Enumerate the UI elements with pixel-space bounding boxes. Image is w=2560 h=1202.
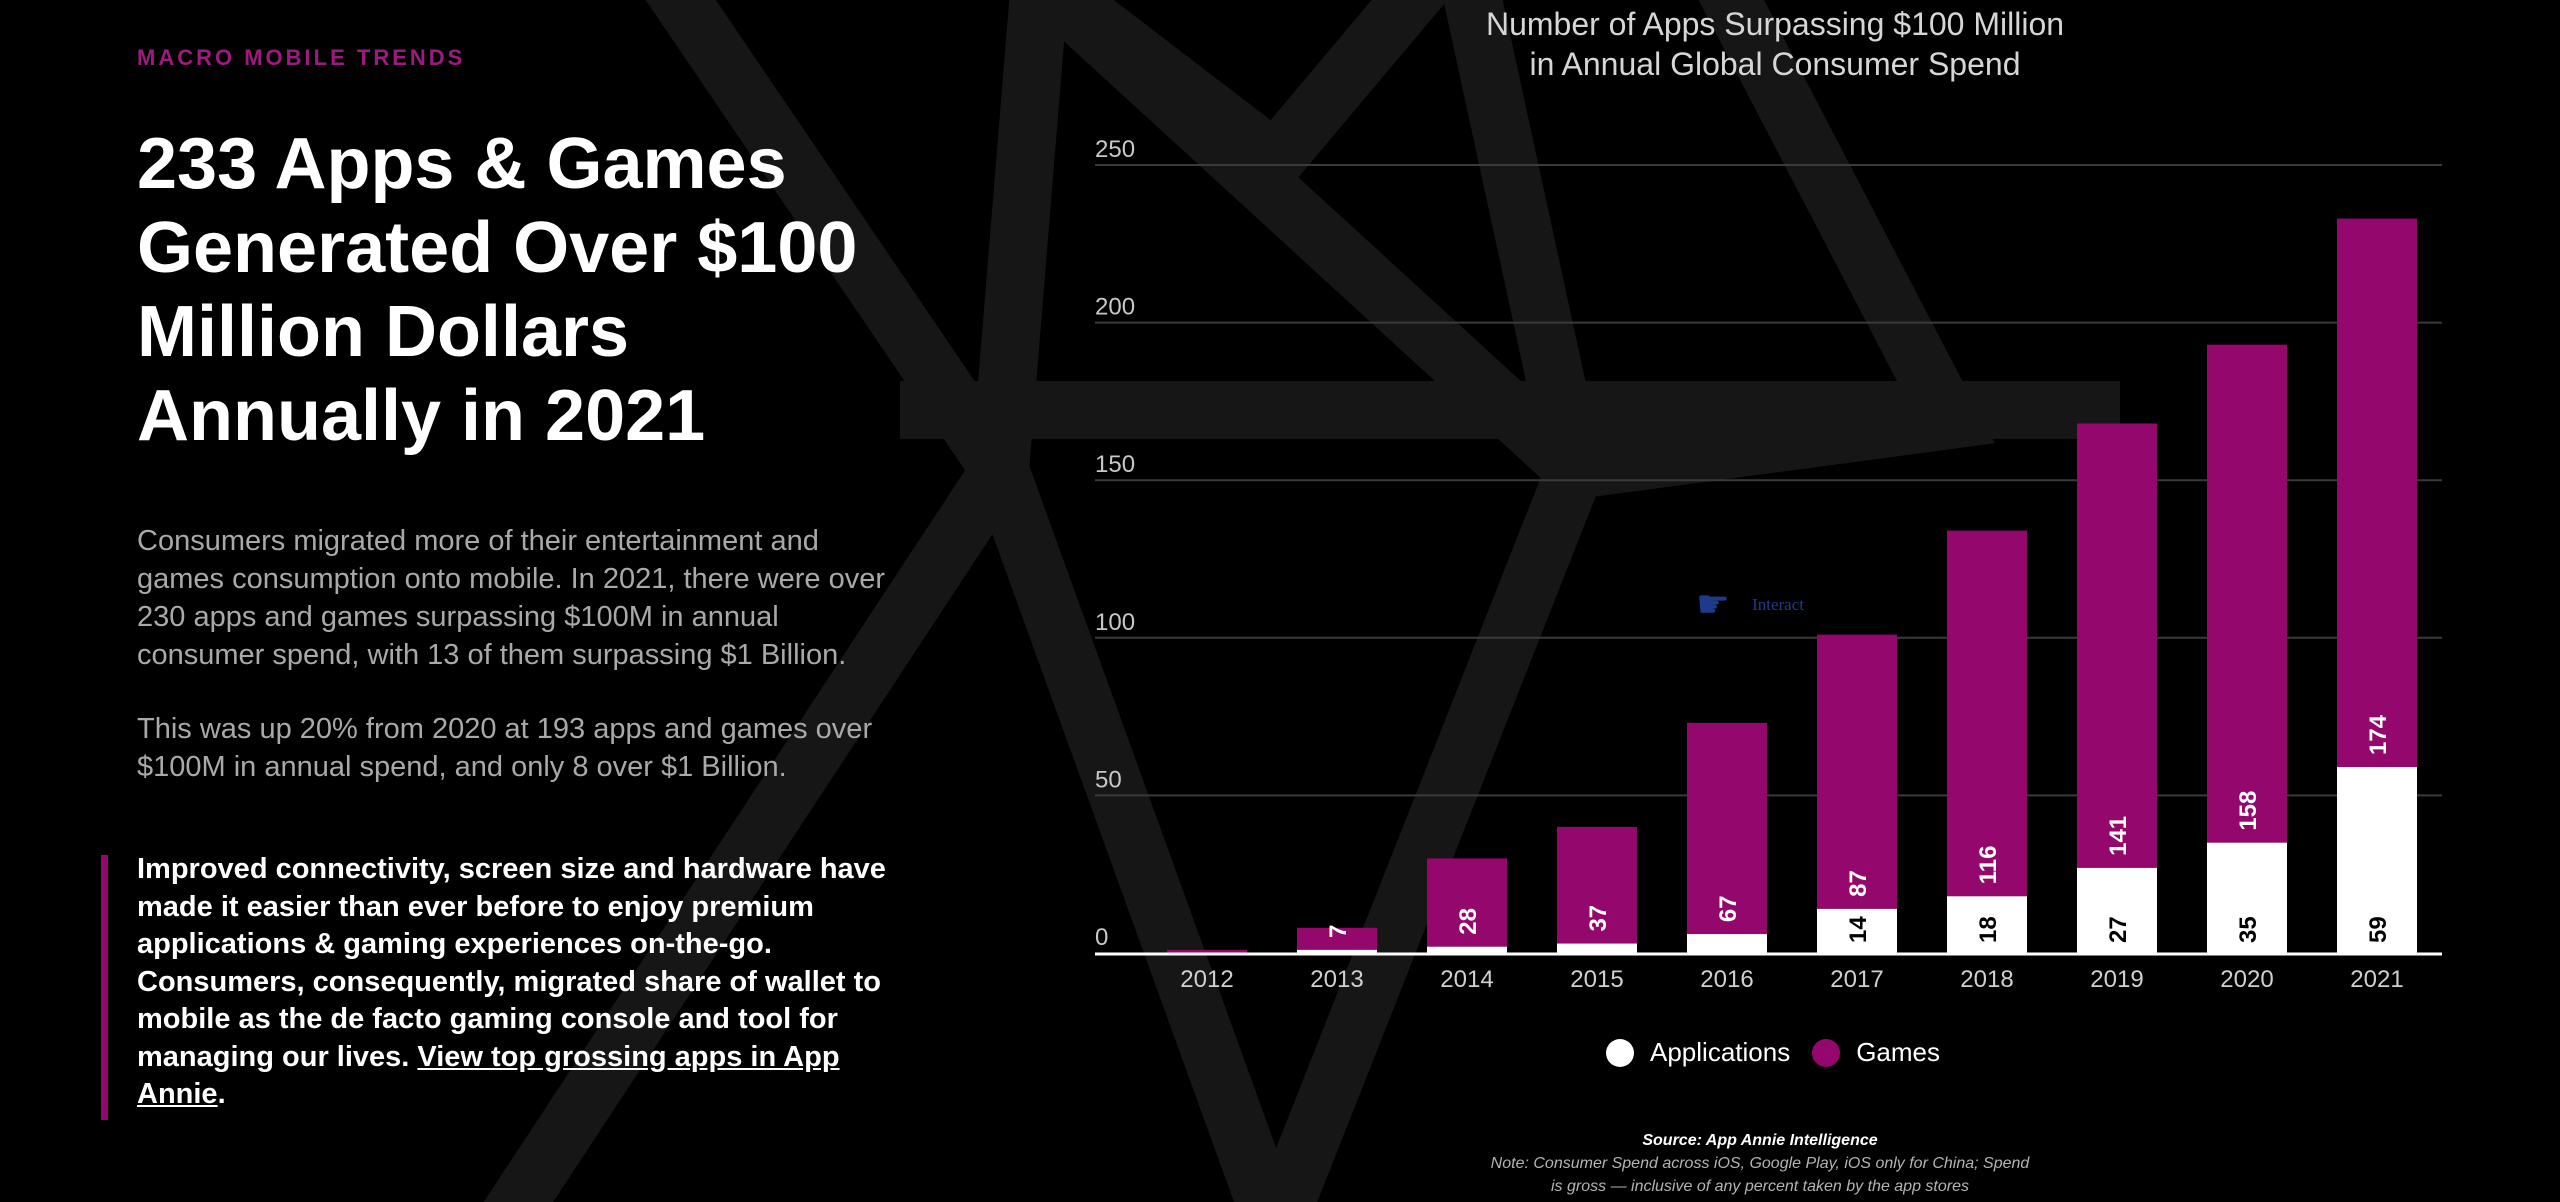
data-label-games: 158 — [2235, 791, 2262, 831]
bar-games — [1947, 530, 2027, 897]
y-tick-label: 50 — [1095, 766, 1122, 793]
data-label-games: 87 — [1845, 870, 1872, 897]
x-tick-label: 2021 — [2350, 966, 2403, 993]
data-label-applications: 14 — [1845, 916, 1872, 943]
source-note-line-2: is gross — inclusive of any percent take… — [1551, 1178, 1969, 1195]
x-tick-label: 2017 — [1830, 966, 1883, 993]
bar-games — [1297, 927, 1377, 950]
legend-swatch-applications — [1606, 1038, 1634, 1067]
section-kicker: MACRO MOBILE TRENDS — [137, 45, 466, 70]
bar-games — [2077, 423, 2157, 868]
source-label: Source: App Annie Intelligence — [1642, 1132, 1878, 1149]
chart-title-line-1: Number of Apps Surpassing $100 Million — [1485, 6, 2065, 42]
x-tick-label: 2019 — [2090, 966, 2143, 993]
y-tick-label: 100 — [1095, 609, 1135, 636]
data-label-applications: 59 — [2365, 916, 2392, 943]
legend-label-applications: Applications — [1650, 1037, 1791, 1067]
legend-item-applications[interactable]: Applications — [1606, 1037, 1790, 1068]
data-label-games: 141 — [2105, 816, 2132, 856]
data-label-applications: 18 — [1975, 916, 2002, 943]
bar-applications — [1297, 949, 1377, 953]
bar-games — [2207, 344, 2287, 843]
bar-games — [1167, 949, 1247, 953]
interact-button[interactable]: ☛ Interact — [1696, 582, 1804, 627]
data-label-applications: 27 — [2105, 916, 2132, 943]
callout-body: Improved connectivity, screen size and h… — [137, 853, 886, 1073]
chart-legend: Applications Games — [1606, 1037, 1962, 1068]
legend-label-games: Games — [1856, 1037, 1941, 1067]
y-tick-label: 0 — [1095, 924, 1108, 951]
data-label-applications: 35 — [2235, 916, 2262, 943]
bar-applications — [1687, 934, 1767, 953]
chart-source: Source: App Annie Intelligence Note: Con… — [1440, 1129, 2080, 1198]
data-label-games: 174 — [2365, 714, 2392, 755]
legend-swatch-games — [1812, 1038, 1841, 1067]
bar-applications — [1427, 946, 1507, 953]
top-grossing-apps-link[interactable]: View top grossing apps in App Annie — [137, 1040, 840, 1111]
data-label-games: 116 — [1975, 846, 2002, 885]
callout-end: . — [217, 1078, 226, 1110]
data-label-games: 28 — [1455, 908, 1482, 935]
callout-text: Improved connectivity, screen size and h… — [137, 851, 917, 1114]
bar-applications — [2207, 842, 2287, 953]
x-tick-label: 2018 — [1960, 966, 2013, 993]
hand-pointer-icon: ☛ — [1696, 584, 1731, 626]
x-tick-label: 2016 — [1700, 966, 1753, 993]
x-tick-label: 2014 — [1440, 966, 1493, 993]
bar-applications — [1557, 943, 1637, 953]
bar-games — [1427, 858, 1507, 947]
x-tick-label: 2015 — [1570, 966, 1623, 993]
bar-applications — [2337, 767, 2417, 953]
intro-paragraph-1: Consumers migrated more of their enterta… — [137, 525, 885, 671]
bar-applications — [1817, 908, 1897, 953]
bar-games — [1687, 722, 1767, 935]
chart-title: Number of Apps Surpassing $100 Million i… — [1372, 4, 2178, 84]
intro-paragraph-2: This was up 20% from 2020 at 193 apps an… — [137, 713, 873, 783]
y-tick-label: 200 — [1095, 294, 1135, 321]
page-headline: 233 Apps & Games Generated Over $100 Mil… — [137, 124, 858, 456]
data-label-games: 7 — [1325, 924, 1352, 937]
callout-accent-bar — [101, 855, 108, 1120]
y-tick-label: 250 — [1095, 136, 1135, 163]
source-note-line-1: Note: Consumer Spend across iOS, Google … — [1490, 1155, 2030, 1172]
x-tick-label: 2012 — [1180, 966, 1233, 993]
legend-item-games[interactable]: Games — [1812, 1037, 1940, 1068]
chart-title-line-2: in Annual Global Consumer Spend — [1529, 46, 2021, 82]
x-tick-label: 2013 — [1310, 966, 1363, 993]
bar-applications — [2077, 867, 2157, 953]
data-label-games: 67 — [1715, 895, 1742, 922]
bar-applications — [1947, 896, 2027, 953]
data-label-games: 37 — [1585, 905, 1612, 932]
interact-label: Interact — [1752, 594, 1804, 614]
bar-games — [1817, 634, 1897, 909]
x-tick-label: 2020 — [2220, 966, 2273, 993]
bar-games — [2337, 218, 2417, 768]
bar-games — [1557, 826, 1637, 944]
y-tick-label: 150 — [1095, 451, 1135, 478]
